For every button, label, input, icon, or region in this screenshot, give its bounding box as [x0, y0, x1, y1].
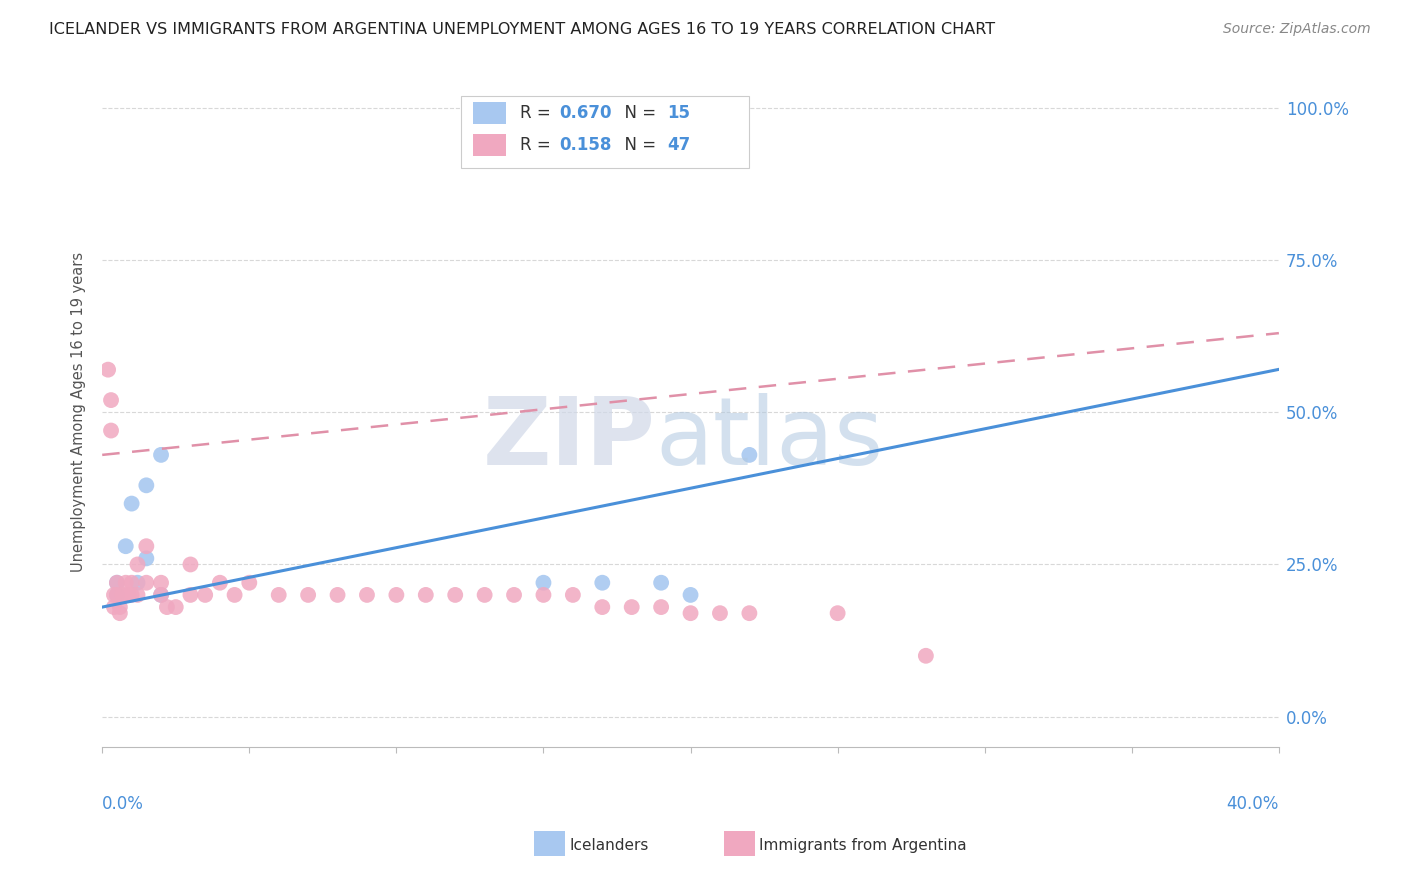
Point — [118, 588, 141, 602]
Point — [121, 497, 143, 511]
Point — [165, 600, 187, 615]
Point — [679, 606, 702, 620]
Point — [150, 588, 173, 602]
Point — [150, 448, 173, 462]
Point — [650, 600, 672, 615]
Point — [709, 606, 731, 620]
Point — [150, 588, 173, 602]
Point — [297, 588, 319, 602]
Point — [679, 588, 702, 602]
Point — [827, 606, 849, 620]
Point — [503, 588, 526, 602]
Point — [121, 575, 143, 590]
Point — [474, 588, 496, 602]
Point — [108, 606, 131, 620]
Point — [135, 575, 157, 590]
Text: N =: N = — [614, 136, 661, 154]
Point — [100, 424, 122, 438]
Point — [105, 588, 128, 602]
Point — [121, 588, 143, 602]
Point — [267, 588, 290, 602]
FancyBboxPatch shape — [472, 135, 506, 156]
Point — [915, 648, 938, 663]
Point — [224, 588, 246, 602]
Point — [156, 600, 179, 615]
Point — [238, 575, 260, 590]
Point — [103, 600, 125, 615]
Point — [108, 600, 131, 615]
Text: ICELANDER VS IMMIGRANTS FROM ARGENTINA UNEMPLOYMENT AMONG AGES 16 TO 19 YEARS CO: ICELANDER VS IMMIGRANTS FROM ARGENTINA U… — [49, 22, 995, 37]
Point — [326, 588, 349, 602]
Y-axis label: Unemployment Among Ages 16 to 19 years: Unemployment Among Ages 16 to 19 years — [72, 252, 86, 573]
Text: Icelanders: Icelanders — [569, 838, 648, 853]
Point — [97, 362, 120, 376]
Point — [100, 393, 122, 408]
Text: 40.0%: 40.0% — [1226, 796, 1279, 814]
Point — [103, 588, 125, 602]
Point — [194, 588, 217, 602]
Point — [127, 558, 149, 572]
Text: R =: R = — [520, 104, 555, 122]
Point — [415, 588, 437, 602]
Point — [135, 478, 157, 492]
Point — [105, 575, 128, 590]
Point — [127, 588, 149, 602]
Point — [591, 600, 613, 615]
FancyBboxPatch shape — [461, 95, 749, 168]
Point — [105, 575, 128, 590]
Text: Immigrants from Argentina: Immigrants from Argentina — [759, 838, 967, 853]
Point — [150, 575, 173, 590]
Text: Source: ZipAtlas.com: Source: ZipAtlas.com — [1223, 22, 1371, 37]
Point — [650, 575, 672, 590]
Text: 0.158: 0.158 — [558, 136, 612, 154]
Point — [591, 575, 613, 590]
Text: atlas: atlas — [655, 393, 883, 485]
Point — [127, 575, 149, 590]
Point — [114, 539, 136, 553]
Point — [135, 539, 157, 553]
Point — [738, 448, 761, 462]
Point — [533, 588, 555, 602]
Point — [179, 558, 201, 572]
Text: 47: 47 — [666, 136, 690, 154]
Point — [114, 575, 136, 590]
Text: N =: N = — [614, 104, 661, 122]
Point — [620, 600, 643, 615]
Point — [561, 588, 583, 602]
Point — [111, 588, 134, 602]
FancyBboxPatch shape — [472, 103, 506, 124]
Point — [533, 575, 555, 590]
Point — [208, 575, 231, 590]
Point — [356, 588, 378, 602]
Text: 0.670: 0.670 — [558, 104, 612, 122]
Point — [179, 588, 201, 602]
Point — [385, 588, 408, 602]
Point — [738, 606, 761, 620]
Text: ZIP: ZIP — [482, 393, 655, 485]
Point — [135, 551, 157, 566]
Text: R =: R = — [520, 136, 555, 154]
Text: 0.0%: 0.0% — [103, 796, 143, 814]
Point — [105, 588, 128, 602]
Text: 15: 15 — [666, 104, 690, 122]
Point — [444, 588, 467, 602]
